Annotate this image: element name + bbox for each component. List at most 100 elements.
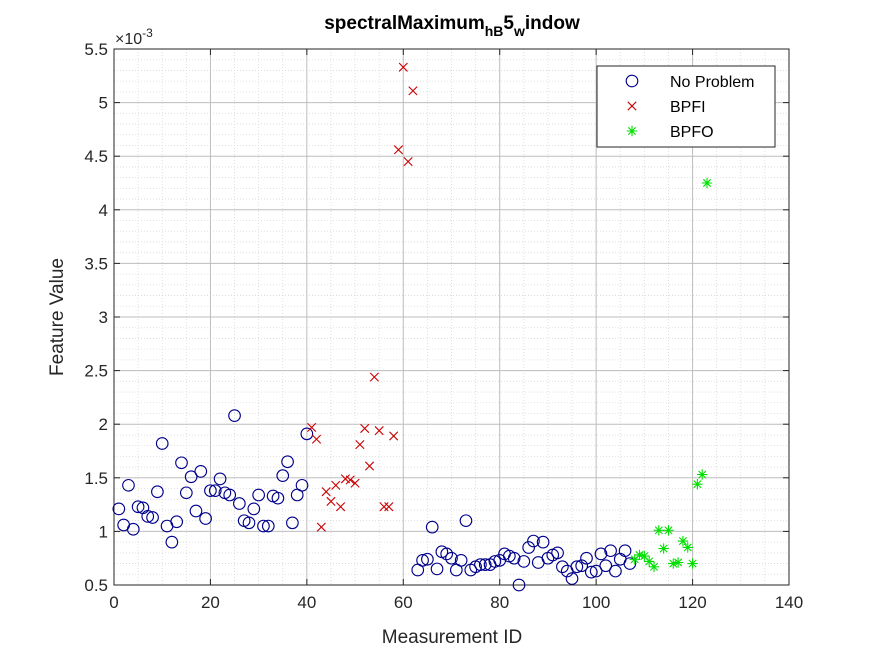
data-point-bpfo	[668, 558, 679, 569]
data-point-bpfo	[663, 525, 674, 536]
data-markers	[112, 62, 713, 592]
data-point-no-problem	[194, 465, 208, 478]
data-point-bpfo	[682, 542, 693, 553]
data-point-no-problem	[618, 544, 632, 558]
y-axis-ticks: 0.5 1 1.5 2 2.5 3 3.5 4 4.5 5 5.5	[84, 40, 789, 595]
data-point-bpfo	[692, 479, 703, 490]
y-tick-label: 5.5	[84, 40, 108, 59]
data-point-no-problem	[141, 510, 155, 523]
data-point-no-problem	[131, 500, 145, 514]
y-tick-label: 3	[99, 308, 108, 327]
legend-marker-bpfo	[626, 125, 638, 137]
data-point-bpfi	[307, 422, 317, 433]
data-point-no-problem	[179, 486, 193, 500]
y-tick-label: 1	[99, 522, 108, 541]
x-tick-label: 140	[775, 593, 803, 612]
legend-marker-bpfi	[627, 101, 637, 111]
data-point-no-problem	[155, 437, 169, 450]
y-tick-label: 2.5	[84, 362, 108, 381]
data-point-bpfi	[316, 522, 326, 532]
data-point-no-problem	[425, 520, 439, 534]
data-point-no-problem	[459, 514, 473, 528]
data-point-bpfo	[639, 550, 650, 562]
data-point-bpfi	[379, 502, 389, 512]
title-tail: indow	[525, 13, 580, 34]
y-tick-label: 5	[99, 94, 108, 113]
data-point-bpfo	[643, 556, 655, 567]
data-point-no-problem	[233, 497, 246, 510]
data-point-bpfo	[634, 549, 645, 561]
series-bpfi	[307, 62, 418, 532]
data-point-no-problem	[271, 491, 285, 505]
y-tick-label: 4.5	[84, 147, 108, 166]
data-point-no-problem	[300, 427, 314, 441]
data-point-no-problem	[589, 564, 603, 578]
exponent-prefix: ×10	[115, 31, 142, 48]
data-point-no-problem	[556, 560, 569, 574]
exponent-power: -3	[142, 26, 153, 40]
data-point-bpfi	[326, 496, 336, 506]
data-point-bpfi	[408, 86, 418, 96]
data-point-bpfo	[648, 561, 660, 572]
data-point-no-problem	[488, 555, 502, 568]
data-point-no-problem	[286, 516, 299, 530]
x-tick-label: 80	[490, 593, 509, 612]
data-point-no-problem	[295, 478, 309, 492]
data-point-no-problem	[507, 551, 521, 565]
data-point-no-problem	[551, 546, 564, 560]
x-tick-label: 40	[297, 593, 316, 612]
x-tick-label: 120	[678, 593, 706, 612]
y-tick-label: 1.5	[84, 469, 108, 488]
legend-marker-no-problem	[625, 74, 639, 88]
data-point-no-problem	[189, 504, 203, 518]
data-point-no-problem	[599, 559, 613, 573]
data-point-no-problem	[522, 541, 535, 554]
data-point-bpfi	[364, 461, 375, 471]
data-point-no-problem	[478, 558, 492, 571]
x-axis-ticks: 0 20 40 60 80 100 120 140	[109, 49, 803, 612]
data-point-no-problem	[517, 555, 531, 568]
data-point-no-problem	[575, 559, 589, 573]
data-point-bpfi	[355, 439, 365, 450]
data-point-bpfo	[677, 535, 689, 547]
data-point-no-problem	[252, 488, 265, 502]
data-point-no-problem	[527, 534, 540, 548]
y-tick-label: 3.5	[84, 254, 108, 273]
data-point-bpfi	[403, 156, 413, 167]
data-point-no-problem	[242, 516, 256, 530]
data-point-no-problem	[170, 515, 184, 529]
data-point-no-problem	[594, 547, 608, 561]
data-point-no-problem	[512, 578, 526, 592]
data-point-no-problem	[199, 512, 212, 525]
data-point-bpfi	[345, 475, 355, 485]
data-point-no-problem	[430, 562, 444, 576]
data-point-no-problem	[146, 511, 159, 524]
data-point-bpfo	[658, 543, 669, 554]
data-point-bpfi	[393, 145, 404, 155]
data-point-no-problem	[257, 519, 270, 533]
legend: No Problem BPFI BPFO	[596, 65, 776, 148]
data-point-no-problem	[454, 553, 468, 567]
data-point-bpfi	[311, 434, 322, 444]
title-subscript-2: w	[513, 23, 525, 39]
data-point-no-problem	[223, 488, 237, 502]
title-middle: 5	[503, 13, 514, 34]
y-tick-label: 0.5	[84, 576, 108, 595]
x-tick-label: 20	[201, 593, 220, 612]
title-base: spectralMaximum	[324, 13, 485, 34]
data-point-bpfi	[336, 502, 346, 512]
data-point-bpfi	[384, 502, 394, 512]
data-point-bpfi	[331, 480, 341, 490]
data-point-no-problem	[122, 478, 135, 492]
data-point-no-problem	[208, 484, 222, 498]
series-no-problem	[112, 409, 637, 592]
chart-title: spectralMaximumhB5window	[324, 13, 580, 39]
data-point-no-problem	[281, 455, 294, 469]
data-point-no-problem	[623, 557, 637, 570]
data-point-bpfi	[398, 62, 408, 72]
data-point-no-problem	[247, 502, 261, 516]
legend-label-no-problem: No Problem	[670, 74, 754, 91]
data-point-no-problem	[609, 564, 622, 578]
